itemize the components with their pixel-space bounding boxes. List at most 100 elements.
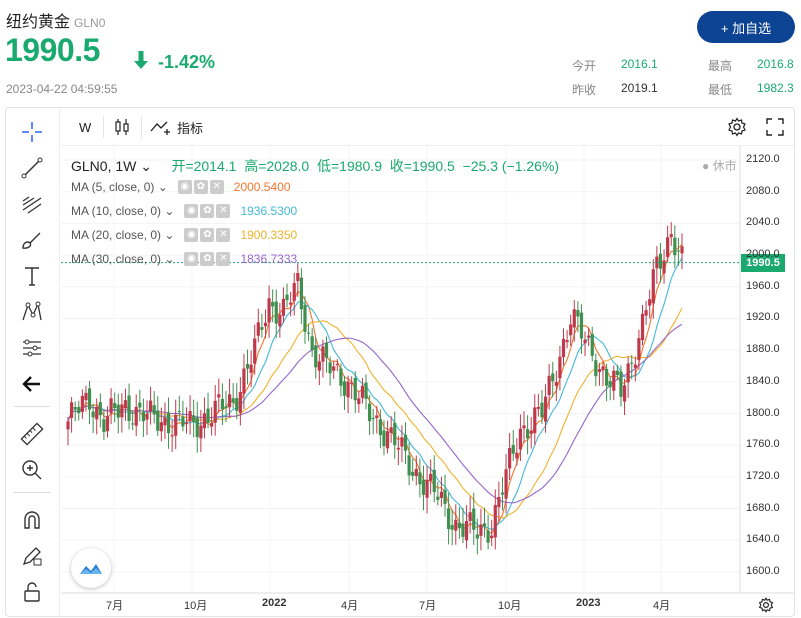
crosshair-tool[interactable] (16, 116, 48, 148)
back-tool[interactable] (16, 368, 48, 400)
settings-button[interactable] (727, 114, 747, 140)
candle-body (633, 364, 637, 368)
zoom-tool[interactable] (16, 454, 48, 486)
ohlc-legend: GLN0, 1W ⌄ 开=2014.1 高=2028.0 低=1980.9 收=… (71, 158, 560, 174)
candle-body (464, 520, 469, 541)
legend-symbol[interactable]: GLN0, 1W (71, 158, 137, 174)
price-chart[interactable] (6, 108, 795, 617)
candle-body (468, 512, 472, 522)
candle-body (346, 381, 350, 398)
ma-row[interactable]: MA (10, close, 0) ⌄ ◉ ✿ ✕ 1936.5300 (71, 204, 298, 218)
candle-body (314, 345, 318, 368)
chart-type-button[interactable] (113, 114, 131, 140)
y-tick-label: 1840.0 (746, 374, 780, 387)
candle-body (249, 364, 253, 373)
candle-body (522, 425, 526, 429)
last-price: 1990.5 (5, 32, 100, 68)
ma-row[interactable]: MA (5, close, 0) ⌄ ◉ ✿ ✕ 2000.5400 (71, 180, 291, 194)
legend-change: −25.3 (−1.26%) (462, 158, 560, 174)
candle-body (680, 246, 684, 254)
crosshair-icon (22, 122, 42, 142)
ma-label: MA (20, close, 0) (71, 228, 162, 242)
candle-body (622, 385, 627, 402)
trendline-tool[interactable] (16, 152, 48, 184)
candle-body (565, 340, 569, 343)
fullscreen-button[interactable] (766, 114, 784, 140)
chart-legend: GLN0, 1W ⌄ 开=2014.1 高=2028.0 低=1980.9 收=… (71, 156, 560, 266)
settings-icon[interactable]: ✿ (200, 204, 215, 218)
close-icon[interactable]: ✕ (216, 228, 231, 242)
trendline-icon (21, 157, 43, 179)
candle-body (213, 400, 217, 423)
gear-icon (728, 117, 746, 137)
eye-icon[interactable]: ◉ (184, 204, 199, 218)
candle-body (159, 422, 163, 432)
indicators-button[interactable]: 指标 (149, 114, 203, 140)
candle-body (389, 427, 393, 433)
candle-body (152, 405, 156, 415)
candle-body (421, 479, 426, 495)
candle-body (134, 406, 138, 426)
brush-tool[interactable] (16, 224, 48, 256)
candle-body (486, 530, 490, 543)
candle-body (482, 523, 487, 527)
y-tick-label: 1880.0 (746, 343, 780, 356)
candle-body (217, 394, 221, 398)
stat-open-value: 2016.1 (621, 57, 658, 71)
candle-body (385, 431, 390, 449)
candle-body (436, 496, 440, 500)
prediction-tool[interactable] (16, 332, 48, 364)
add-watchlist-button[interactable]: + 加自选 (697, 11, 795, 43)
candle-body (145, 413, 149, 420)
settings-icon[interactable]: ✿ (193, 180, 208, 194)
candle-body (289, 302, 293, 305)
candle-body (493, 505, 497, 538)
chart-toolbar: W 指标 (61, 108, 794, 146)
candle-body (536, 406, 540, 409)
candle-body (123, 400, 128, 409)
candle-body (350, 382, 354, 384)
pattern-tool[interactable] (16, 296, 48, 328)
candle-body (224, 406, 228, 409)
eye-icon[interactable]: ◉ (184, 252, 199, 266)
eye-icon[interactable]: ◉ (184, 228, 199, 242)
candle-body (418, 472, 422, 485)
fibonacci-icon (22, 196, 42, 214)
settings-icon[interactable]: ✿ (200, 228, 215, 242)
interval-button[interactable]: W (79, 119, 92, 135)
chart-logo-icon (80, 564, 102, 574)
candle-body (615, 370, 619, 376)
close-icon[interactable]: ✕ (216, 252, 231, 266)
ma-row[interactable]: MA (20, close, 0) ⌄ ◉ ✿ ✕ 1900.3350 (71, 228, 298, 242)
timestamp: 2023-04-22 04:59:55 (6, 82, 118, 96)
eye-icon[interactable]: ◉ (177, 180, 192, 194)
close-icon[interactable]: ✕ (209, 180, 224, 194)
axis-settings-button[interactable] (758, 597, 774, 616)
ruler-tool[interactable] (16, 418, 48, 450)
close-icon[interactable]: ✕ (216, 204, 231, 218)
magnet-tool[interactable] (16, 504, 48, 536)
y-tick-label: 1640.0 (746, 533, 780, 546)
candle-body (475, 534, 479, 539)
candle-body (666, 237, 670, 257)
legend-close: 收=1990.5 (389, 158, 455, 174)
candle-body (231, 398, 235, 403)
candle-body (303, 305, 307, 332)
text-icon (25, 267, 39, 286)
candle-body (332, 366, 336, 371)
unlock-tool[interactable] (16, 576, 48, 608)
candle-body (583, 339, 587, 344)
fib-tool[interactable] (16, 188, 48, 220)
candle-body (360, 385, 365, 398)
candle-body (263, 322, 268, 327)
candle-body (490, 535, 494, 539)
candle-body (676, 250, 681, 252)
fullscreen-icon (766, 118, 784, 136)
lock-drawing-tool[interactable] (16, 540, 48, 572)
text-tool[interactable] (16, 260, 48, 292)
candle-body (472, 508, 476, 530)
candle-body (673, 237, 677, 256)
ma-row[interactable]: MA (30, close, 0) ⌄ ◉ ✿ ✕ 1836.7333 (71, 252, 298, 266)
settings-icon[interactable]: ✿ (200, 252, 215, 266)
brand-logo[interactable] (71, 548, 111, 588)
